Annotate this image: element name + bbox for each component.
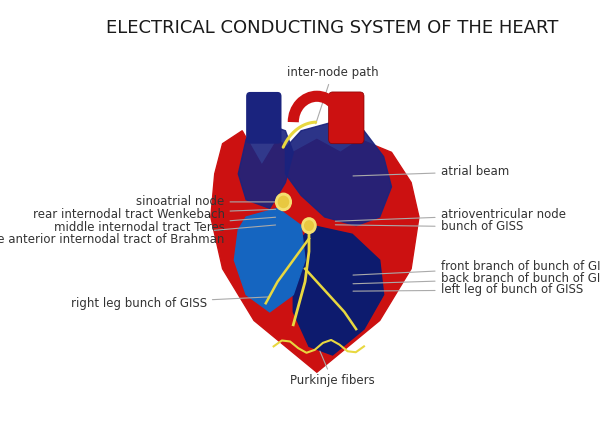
Polygon shape — [293, 226, 383, 355]
Text: the anterior internodal tract of Brahman: the anterior internodal tract of Brahman — [0, 225, 275, 247]
Text: rear internodal tract Wenkebach: rear internodal tract Wenkebach — [32, 208, 275, 221]
Polygon shape — [235, 208, 305, 312]
Circle shape — [275, 193, 292, 210]
Text: sinoatrial node: sinoatrial node — [136, 195, 277, 208]
FancyBboxPatch shape — [246, 92, 281, 144]
Text: front branch of bunch of GISS: front branch of bunch of GISS — [353, 260, 600, 275]
FancyBboxPatch shape — [329, 92, 364, 144]
Circle shape — [302, 218, 316, 233]
Text: right leg bunch of GISS: right leg bunch of GISS — [71, 297, 269, 310]
Circle shape — [278, 196, 289, 207]
Text: left leg of bunch of GISS: left leg of bunch of GISS — [353, 283, 583, 296]
Text: Purkinje fibers: Purkinje fibers — [290, 351, 375, 388]
Text: atrioventricular node: atrioventricular node — [335, 208, 566, 221]
Text: middle internodal tract Teres: middle internodal tract Teres — [53, 217, 275, 234]
Text: inter-node path: inter-node path — [287, 66, 379, 124]
Circle shape — [305, 221, 313, 230]
Text: back branch of bunch of GISS: back branch of bunch of GISS — [353, 272, 600, 285]
Polygon shape — [238, 122, 293, 208]
Polygon shape — [211, 131, 419, 372]
Text: ELECTRICAL CONDUCTING SYSTEM OF THE HEART: ELECTRICAL CONDUCTING SYSTEM OF THE HEAR… — [106, 19, 559, 36]
Polygon shape — [286, 122, 391, 226]
Text: bunch of GISS: bunch of GISS — [335, 220, 523, 233]
Text: atrial beam: atrial beam — [353, 165, 509, 178]
